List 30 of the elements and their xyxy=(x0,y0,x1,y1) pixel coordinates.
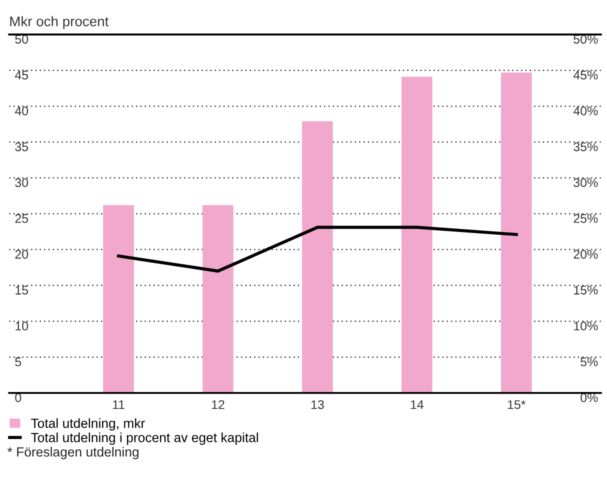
legend-label: Total utdelning i procent av eget kapital xyxy=(31,432,258,445)
y-tick-label: 35 xyxy=(15,142,28,152)
y2-tick-label: 30% xyxy=(574,178,598,188)
y-tick-label: 50 xyxy=(15,34,28,44)
x-tick-label: 12 xyxy=(212,400,224,409)
y2-tick-label: 35% xyxy=(574,142,598,152)
y-tick-label: 40 xyxy=(14,106,28,116)
y2-tick-label: 15% xyxy=(574,286,598,295)
y2-tick-label: 0% xyxy=(580,393,598,402)
x-tick-label: 15* xyxy=(508,400,526,410)
y-tick-label: 20 xyxy=(15,250,28,259)
y-tick-label: 10 xyxy=(16,322,28,330)
y2-tick-label: 45% xyxy=(573,70,598,80)
y2-tick-label: 25% xyxy=(574,214,598,223)
y-tick-label: 5 xyxy=(15,358,22,366)
chart-title: Mkr och procent xyxy=(10,16,109,30)
x-tick-label: 11 xyxy=(112,400,124,409)
x-tick-label: 14 xyxy=(410,400,424,409)
text: * Föreslagen utdelning xyxy=(7,446,138,460)
y2-tick-label: 10% xyxy=(574,322,598,330)
y-tick-label: 15 xyxy=(16,286,28,295)
y-tick-label: 30 xyxy=(15,178,28,188)
y-tick-label: 0 xyxy=(15,393,22,402)
y-tick-label: 45 xyxy=(14,70,28,80)
legend-label: Total utdelning, mkr xyxy=(31,418,145,431)
y2-tick-label: 40% xyxy=(573,106,598,116)
y-tick-label: 25 xyxy=(15,214,28,223)
y2-tick-label: 20% xyxy=(574,250,598,259)
y2-tick-label: 5% xyxy=(580,357,598,366)
x-tick-label: 13 xyxy=(311,400,324,410)
